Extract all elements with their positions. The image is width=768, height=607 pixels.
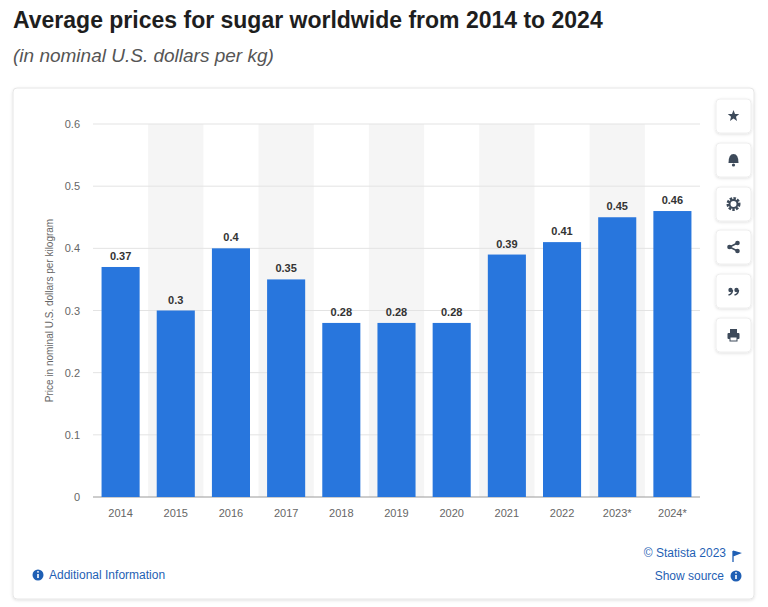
toolbar-button[interactable] (716, 230, 751, 264)
printer-top[interactable] (730, 329, 737, 333)
x-axis: 2014 2015 2016 2017 2018 2019 2020 2021 2022 2023… (108, 507, 687, 519)
data-label: 0.28 (386, 306, 407, 318)
data-label: 0.41 (551, 225, 572, 237)
toolbar-button[interactable] (716, 187, 751, 221)
y-tick-label: 0.2 (65, 367, 80, 379)
y-tick-label: 0.3 (65, 305, 80, 317)
subtitle: (in nominal U.S. dollars per kg) (13, 45, 274, 66)
bell-clapper[interactable] (732, 163, 735, 166)
bell-icon[interactable] (729, 154, 739, 163)
bar (598, 217, 636, 497)
button-box[interactable] (716, 274, 751, 308)
x-tick-label: 2016 (219, 507, 243, 519)
show-source-link[interactable]: Show source (655, 569, 742, 583)
card (13, 88, 754, 599)
y-tick-label: 0.5 (65, 180, 80, 192)
data-label: 0.45 (607, 200, 628, 212)
bands (148, 124, 645, 497)
data-label: 0.4 (223, 231, 239, 243)
data-label: 0.46 (662, 194, 683, 206)
bar (322, 323, 360, 497)
toolbar-button[interactable] (716, 318, 751, 352)
bar (488, 255, 526, 497)
data-label: 0.39 (496, 238, 517, 250)
y-tick-label: 0 (74, 491, 80, 503)
x-tick-label: 2019 (384, 507, 408, 519)
button-box[interactable] (716, 99, 751, 133)
data-label: 0.28 (331, 306, 352, 318)
x-tick-label: 2020 (439, 507, 463, 519)
x-tick-label: 2014 (108, 507, 132, 519)
quote-tail[interactable] (735, 290, 739, 295)
y-axis-label: Price in nominal U.S. dollars per kilogr… (44, 219, 55, 402)
x-tick-label: 2018 (329, 507, 353, 519)
info-icon-dot[interactable] (37, 571, 39, 573)
toolbar (716, 99, 751, 352)
x-tick-label: 2017 (274, 507, 298, 519)
quote-tail[interactable] (729, 290, 733, 295)
share-dot[interactable] (735, 241, 740, 246)
info-icon[interactable] (33, 570, 44, 581)
bar (102, 267, 140, 497)
grid-line (93, 124, 700, 125)
x-tick-label: 2022 (550, 507, 574, 519)
y-tick-label: 0.6 (65, 118, 80, 130)
bar (267, 279, 305, 497)
button-box[interactable] (716, 187, 751, 221)
x-tick-label: 2015 (164, 507, 188, 519)
toolbar-button[interactable] (716, 143, 751, 177)
show-source[interactable]: Show source (655, 569, 725, 583)
star-icon[interactable] (728, 110, 739, 121)
share-dot[interactable] (735, 249, 740, 254)
button-box[interactable] (716, 230, 751, 264)
data-label: 0.3 (168, 294, 183, 306)
button-box[interactable] (716, 143, 751, 177)
toolbar-button[interactable] (716, 274, 751, 308)
bars (102, 211, 692, 497)
y-tick-label: 0.1 (65, 429, 80, 441)
x-tick-label: 2023* (603, 507, 632, 519)
x-tick-label: 2024* (658, 507, 687, 519)
info-icon-stem[interactable] (735, 575, 737, 579)
grid-line (93, 186, 700, 187)
button-box[interactable] (716, 318, 751, 352)
bar (433, 323, 471, 497)
y-tick-label: 0.4 (65, 242, 80, 254)
bar (157, 311, 195, 498)
additional-info-link[interactable]: Additional Information (33, 568, 166, 582)
title: Average prices for sugar worldwide from … (13, 7, 603, 33)
toolbar-button[interactable] (716, 99, 751, 133)
info-icon[interactable] (731, 571, 742, 582)
info-icon-dot[interactable] (735, 572, 737, 574)
bar (543, 242, 581, 497)
chart-root: Average prices for sugar worldwide from … (0, 0, 768, 607)
printer-paper[interactable] (730, 337, 737, 341)
share-dot[interactable] (727, 245, 732, 250)
data-label: 0.37 (110, 250, 131, 262)
info-icon-stem[interactable] (37, 574, 39, 578)
data-label: 0.28 (441, 306, 462, 318)
grid: 0 0.1 0.2 0.3 0.4 0.5 0.6 (65, 118, 700, 503)
bar (212, 248, 250, 497)
data-label: 0.35 (275, 262, 296, 274)
bar (653, 211, 691, 497)
x-tick-label: 2021 (495, 507, 519, 519)
flag-icon[interactable] (733, 551, 740, 562)
bar (377, 323, 415, 497)
gear-icon[interactable] (728, 199, 739, 210)
data-labels: 0.37 0.3 0.4 0.35 0.28 0.28 0.28 0.39 0.41 0.45 0.… (110, 194, 683, 318)
gear-ring[interactable] (730, 200, 738, 208)
credit[interactable]: © Statista 2023 (644, 546, 727, 560)
additional-info[interactable]: Additional Information (49, 568, 165, 582)
